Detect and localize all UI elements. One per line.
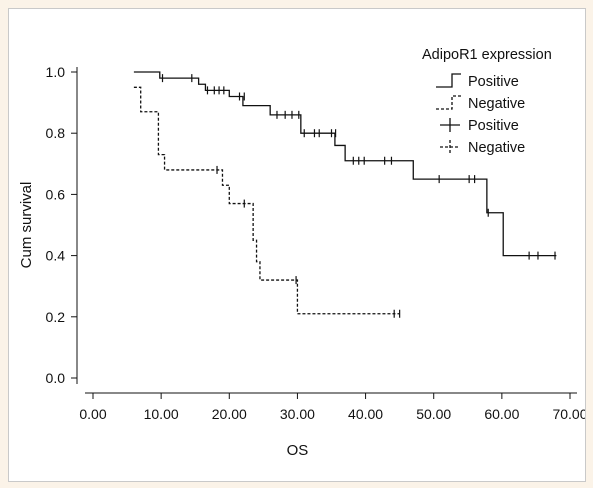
x-tick-label: 50.00 xyxy=(416,406,451,422)
x-tick-label: 0.00 xyxy=(79,406,106,422)
y-axis-label: Cum survival xyxy=(18,182,35,269)
x-tick-label: 60.00 xyxy=(484,406,519,422)
x-tick-label: 70.00 xyxy=(552,406,585,422)
y-tick-label: 1.0 xyxy=(46,64,66,80)
legend-symbol-solid-step xyxy=(436,73,461,88)
legend-label: Positive xyxy=(468,74,519,90)
y-ticks: 0.0 0.2 0.4 0.6 0.8 1.0 xyxy=(46,64,77,386)
y-tick-label: 0.6 xyxy=(46,186,66,202)
y-tick-label: 0.2 xyxy=(46,309,66,325)
y-tick-label: 0.8 xyxy=(46,125,66,141)
legend: AdipoR1 expression PositiveNegativePosit… xyxy=(422,47,552,156)
x-tick-label: 40.00 xyxy=(348,406,383,422)
y-tick-label: 0.4 xyxy=(46,248,66,264)
legend-label: Positive xyxy=(468,118,519,134)
chart-frame: 0.0 0.2 0.4 0.6 0.8 1.0 0.00 10.00 20.00 30.00 40… xyxy=(8,8,586,482)
x-tick-label: 30.00 xyxy=(280,406,315,422)
legend-entries: Positive Negative Positive Negative xyxy=(436,73,525,156)
y-tick-label: 0.0 xyxy=(46,370,66,386)
series-line-negative xyxy=(133,86,400,315)
x-tick-label: 10.00 xyxy=(144,406,179,422)
legend-label: Negative xyxy=(468,140,525,156)
plot-area xyxy=(133,71,557,318)
legend-label: Negative xyxy=(468,96,525,112)
axes: 0.0 0.2 0.4 0.6 0.8 1.0 0.00 10.00 20.00 30.00 40… xyxy=(18,64,585,459)
x-axis-label: OS xyxy=(287,442,309,459)
legend-symbol-dashed-step xyxy=(436,95,461,110)
legend-title: AdipoR1 expression xyxy=(422,47,552,63)
survival-chart: 0.0 0.2 0.4 0.6 0.8 1.0 0.00 10.00 20.00 30.00 40… xyxy=(18,47,585,459)
x-tick-label: 20.00 xyxy=(212,406,247,422)
x-ticks: 0.00 10.00 20.00 30.00 40.00 50.00 60.00 70.00 xyxy=(79,393,585,422)
